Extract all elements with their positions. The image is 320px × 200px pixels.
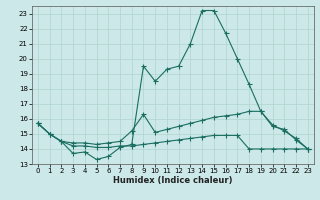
X-axis label: Humidex (Indice chaleur): Humidex (Indice chaleur) [113,176,233,185]
